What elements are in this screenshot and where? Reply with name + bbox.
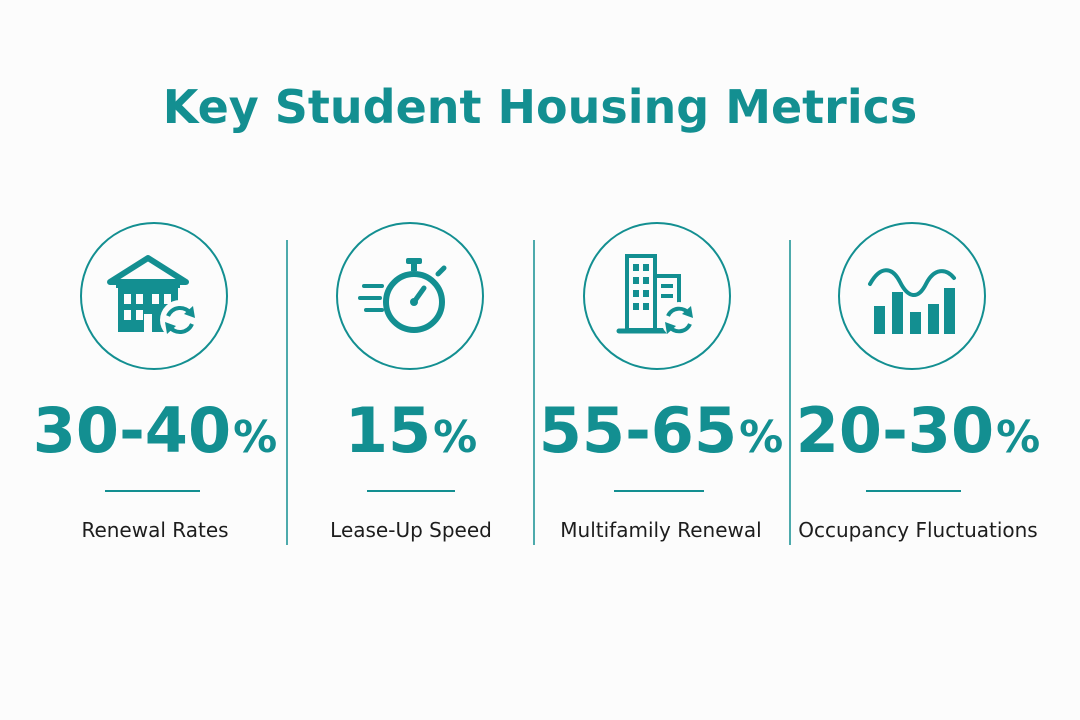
metric-renewal-rates: 30-40% Renewal Rates xyxy=(25,222,285,552)
metric-label: Multifamily Renewal xyxy=(560,518,762,542)
page-title: Key Student Housing Metrics xyxy=(162,80,918,134)
bar-wave-chart-icon xyxy=(838,222,986,370)
metric-value: 30-40% xyxy=(32,394,278,467)
metric-lease-up-speed: 15% Lease-Up Speed xyxy=(281,222,541,552)
metric-label: Renewal Rates xyxy=(81,518,229,542)
metric-rule xyxy=(614,490,704,492)
metric-value: 55-65% xyxy=(538,394,784,467)
metric-value: 15% xyxy=(344,394,478,467)
metric-rule xyxy=(105,490,200,492)
metric-rule xyxy=(367,490,455,492)
column-divider xyxy=(286,240,288,545)
metric-rule xyxy=(866,490,961,492)
metric-value: 20-30% xyxy=(795,394,1041,467)
building-renewal-icon xyxy=(583,222,731,370)
metric-label: Occupancy Fluctuations xyxy=(798,518,1038,542)
house-renewal-icon xyxy=(80,222,228,370)
column-divider xyxy=(533,240,535,545)
column-divider xyxy=(789,240,791,545)
metric-multifamily-renewal: 55-65% Multifamily Renewal xyxy=(531,222,791,552)
stopwatch-icon xyxy=(336,222,484,370)
metric-label: Lease-Up Speed xyxy=(330,518,492,542)
metric-occupancy-fluctuations: 20-30% Occupancy Fluctuations xyxy=(788,222,1048,552)
